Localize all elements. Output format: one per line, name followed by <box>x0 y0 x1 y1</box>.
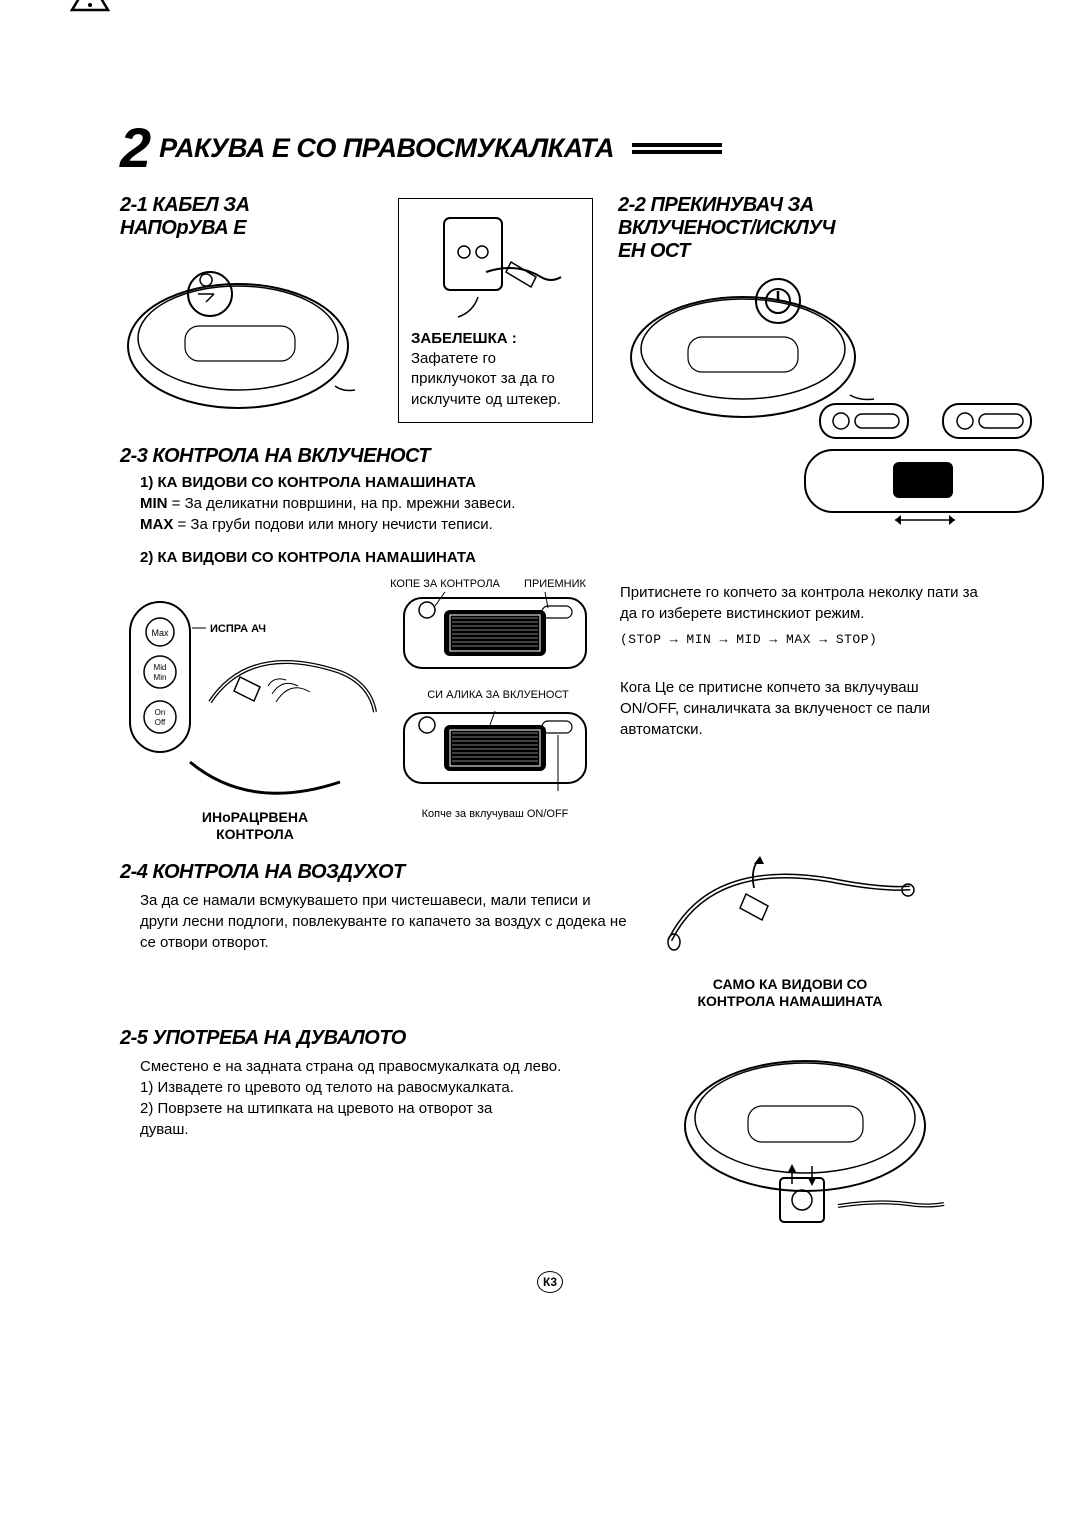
mode-sequence: (STOP → MIN → MID → MAX → STOP) <box>620 628 980 649</box>
note-box-column: ЗАБЕЛЕШКА : Зафатете го приклучокот за д… <box>398 194 608 423</box>
sec25-text: Сместено е на задната страна од правосму… <box>120 1056 660 1140</box>
page-number: К3 <box>537 1271 563 1293</box>
note-label: ЗАБЕЛЕШКА : <box>411 330 580 347</box>
remote-and-hose-illustration: Max Mid Min On Off ИСПРА АЧ <box>120 582 380 802</box>
note-box: ЗАБЕЛЕШКА : Зафатете го приклучокот за д… <box>398 198 593 423</box>
section-2-2: 2-2 ПРЕКИНУВАЧ ЗА ВКЛУЧЕНОСТ/ИСКЛУЧ ЕН О… <box>618 194 888 425</box>
blower-illustration <box>670 1036 950 1241</box>
remote-column: Max Mid Min On Off ИСПРА АЧ <box>120 582 390 843</box>
chapter-title-text: РАКУВА Е СО ПРАВОСМУКАЛКАТА <box>159 133 614 164</box>
outlet-illustration <box>411 209 580 324</box>
svg-text:Min: Min <box>154 673 167 682</box>
heading-2-1: 2-1 КАБЕЛ ЗА НАПОрУВА Е <box>120 194 390 240</box>
machine-diagram-column: КОПЕ ЗА КОНТРОЛА ПРИЕМНИК СИ АЛИКА ЗА ВК <box>390 582 620 820</box>
svg-text:Max: Max <box>151 628 169 638</box>
section-2-3: 2-3 КОНТРОЛА НА ВКЛУЧЕНОСТ 1) КА ВИДОВИ … <box>120 445 980 843</box>
subhead-2-3-2: 2) КА ВИДОВИ СО КОНТРОЛА НАМАШИНАТА <box>140 549 980 566</box>
label-control-knob: КОПЕ ЗА КОНТРОЛА <box>390 578 500 590</box>
svg-text:Off: Off <box>155 718 166 727</box>
note-text: Зафатете го приклучокот за да го исклучи… <box>411 349 580 410</box>
sec24-text: За да се намали всмукувашето при чистеша… <box>120 890 630 953</box>
svg-text:ИСПРА АЧ: ИСПРА АЧ <box>210 623 266 635</box>
section-2-5: 2-5 УПОТРЕБА НА ДУВАЛОТО Сместено е на з… <box>120 1027 980 1241</box>
machine-top-lower-illustration <box>390 703 600 803</box>
row-sections-21-22: 2-1 КАБЕЛ ЗА НАПОрУВА Е <box>120 194 980 425</box>
row-remote-machine-text: Max Mid Min On Off ИСПРА АЧ <box>120 582 980 843</box>
page-number-container: К3 <box>120 1271 980 1293</box>
section-2-4: 2-4 КОНТРОЛА НА ВОЗДУХОТ За да се намали… <box>120 861 980 1011</box>
label-receiver: ПРИЕМНИК <box>520 578 590 590</box>
onoff-auto-text: Кога Це се притисне копчето за вклучуваш… <box>620 677 980 740</box>
label-onoff-button: Копче за вклучуваш ON/OFF <box>390 808 600 820</box>
mode-text-column: Притиснете го копчето за контрола неколк… <box>620 582 980 740</box>
machine-top-upper-illustration <box>390 582 600 682</box>
vacuum-cord-illustration <box>120 246 365 416</box>
title-decorative-bars <box>632 143 722 154</box>
svg-text:Mid: Mid <box>154 663 167 672</box>
section-2-1: 2-1 КАБЕЛ ЗА НАПОрУВА Е <box>120 194 390 416</box>
svg-text:On: On <box>155 708 166 717</box>
label-power-signal: СИ АЛИКА ЗА ВКЛУЕНОСТ <box>418 689 578 701</box>
chapter-number: 2 <box>120 120 151 176</box>
heading-2-2: 2-2 ПРЕКИНУВАЧ ЗА ВКЛУЧЕНОСТ/ИСКЛУЧ ЕН О… <box>618 194 888 263</box>
remote-caption: ИНоРАЦРВЕНА КОНТРОЛА <box>120 809 390 843</box>
chapter-title: 2 РАКУВА Е СО ПРАВОСМУКАЛКАТА <box>120 120 980 176</box>
machine-top-illustration <box>775 392 1075 527</box>
press-control-text: Притиснете го копчето за контрола неколк… <box>620 582 980 624</box>
hose-air-control-illustration: САМО КА ВИДОВИ СО КОНТРОЛА НАМАШИНАТА <box>650 850 930 1011</box>
sec24-caption: САМО КА ВИДОВИ СО КОНТРОЛА НАМАШИНАТА <box>650 976 930 1011</box>
caution-icon <box>70 0 110 14</box>
